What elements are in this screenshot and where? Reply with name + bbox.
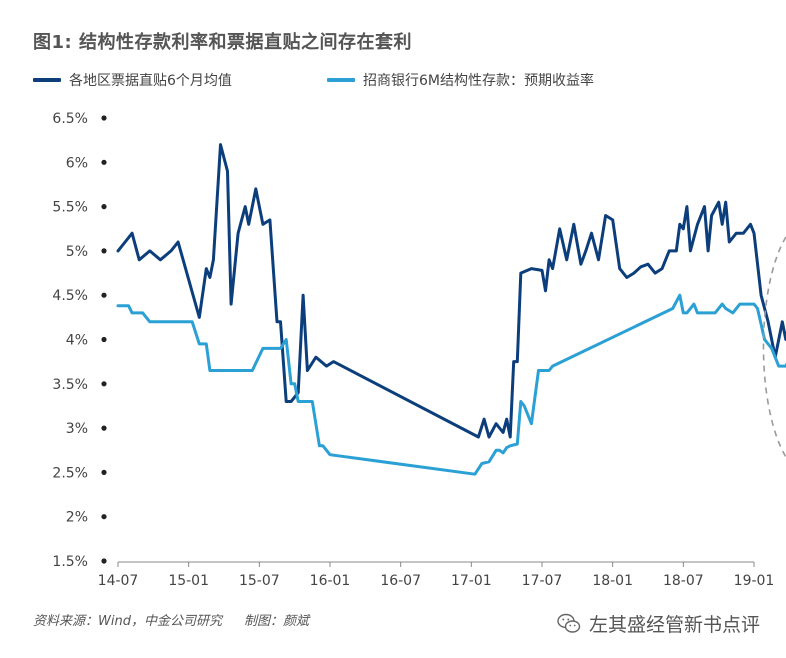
y-tick-label: 1.5%: [52, 554, 88, 570]
y-tick-label: 6.5%: [52, 111, 88, 127]
series-line-bill-discount: [116, 143, 786, 439]
y-tick-dot: [101, 336, 107, 343]
x-tick-label: 16-07: [380, 573, 421, 589]
y-tick-label: 3%: [66, 421, 88, 437]
y-tick-label: 5.5%: [52, 200, 88, 216]
chart-title: 图1: 结构性存款利率和票据直贴之间存在套利: [33, 32, 412, 53]
y-tick-dot: [101, 469, 107, 475]
y-tick-dot: [101, 159, 107, 165]
x-tick-label: 15-01: [168, 573, 209, 589]
credit-note: 制图：颜斌: [244, 614, 310, 629]
legend-label-structured-deposit: 招商银行6M结构性存款：预期收益率: [363, 73, 594, 89]
x-tick-label: 17-01: [451, 573, 492, 589]
x-tick-label: 18-07: [663, 573, 704, 589]
y-tick-label: 2%: [66, 510, 88, 526]
x-tick-label: 15-07: [239, 573, 280, 589]
y-tick-label: 5%: [66, 244, 88, 260]
x-tick-label: 17-07: [522, 573, 563, 589]
series-line-structured-deposit: [116, 293, 786, 476]
y-tick-dot: [101, 425, 107, 431]
watermark: 左其盛经管新书点评: [557, 610, 760, 637]
y-tick-label: 4.5%: [52, 288, 88, 304]
source-note: 资料来源：Wind，中金公司研究: [33, 614, 222, 629]
x-tick-label: 16-01: [310, 573, 351, 589]
highlight-ellipse: [762, 235, 786, 459]
y-tick-dot: [101, 248, 107, 254]
y-tick-label: 4%: [66, 333, 88, 349]
legend-item-bill-discount: 各地区票据直贴6个月均值: [33, 70, 232, 90]
wechat-icon: [557, 613, 581, 633]
y-tick-label: 2.5%: [52, 465, 88, 481]
legend-swatch-bill-discount: [33, 78, 61, 82]
x-tick-label: 14-07: [98, 573, 139, 589]
y-tick-dot: [101, 381, 107, 387]
y-tick-dot: [101, 292, 107, 298]
legend-label-bill-discount: 各地区票据直贴6个月均值: [69, 73, 232, 89]
y-tick-dot: [101, 514, 107, 520]
y-tick-dot: [101, 115, 107, 121]
x-tick-label: 18-01: [592, 573, 633, 589]
legend-swatch-structured-deposit: [327, 78, 355, 82]
y-tick-dot: [101, 204, 107, 210]
y-tick-dot: [101, 558, 107, 564]
y-tick-label: 3.5%: [52, 377, 88, 393]
legend-item-structured-deposit: 招商银行6M结构性存款：预期收益率: [327, 70, 594, 90]
y-tick-label: 6%: [66, 155, 88, 171]
x-tick-label: 19-01: [734, 573, 775, 589]
watermark-text: 左其盛经管新书点评: [588, 614, 760, 636]
line-chart: 6.5% 6% 5.5% 5% 4.5% 4% 3.5% 3% 2.5% 2% 1.5% 14-07 1…: [52, 111, 786, 589]
